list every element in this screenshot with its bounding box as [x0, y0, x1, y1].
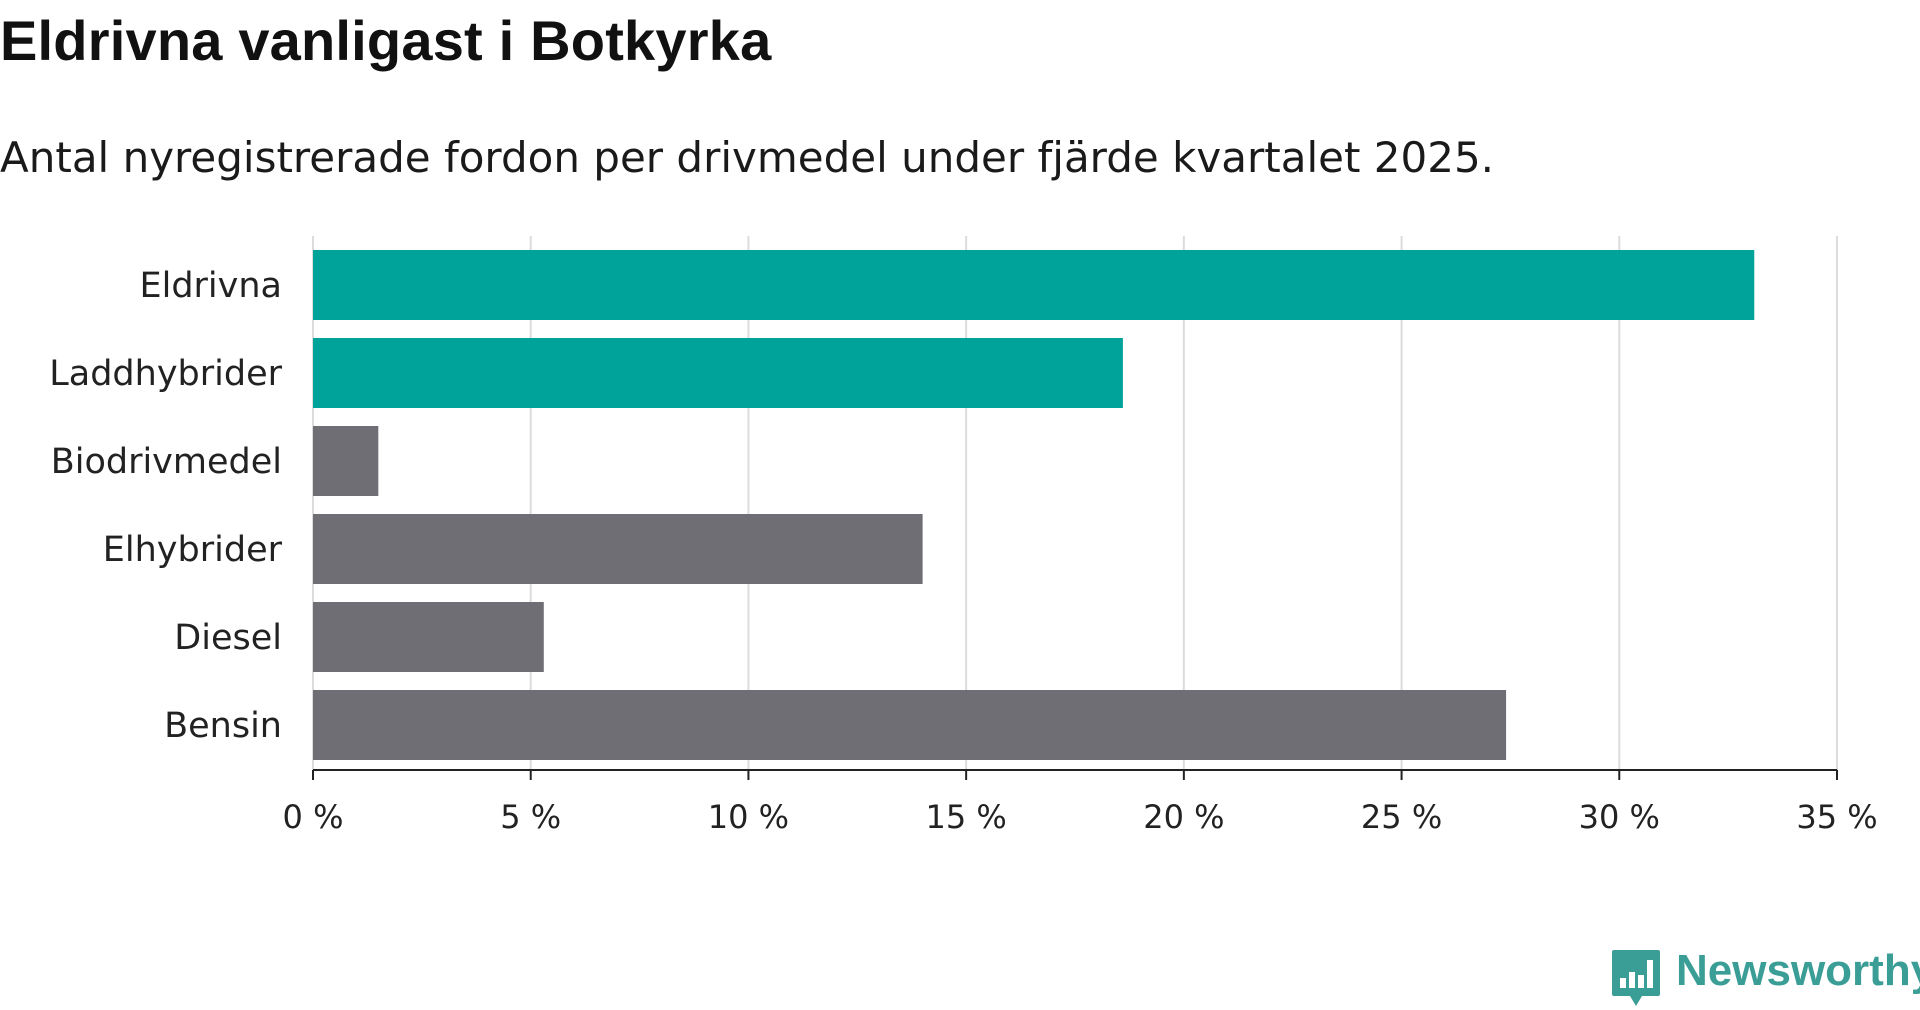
bar-bensin — [313, 690, 1507, 760]
x-tick-label: 15 % — [925, 798, 1006, 836]
bar-laddhybrider — [313, 338, 1123, 408]
category-label: Bensin — [164, 706, 282, 746]
category-label: Elhybrider — [103, 530, 283, 570]
x-tick-label: 35 % — [1796, 798, 1877, 836]
bar-biodrivmedel — [313, 426, 379, 496]
x-tick-label: 30 % — [1579, 798, 1660, 836]
x-tick-label: 10 % — [708, 798, 789, 836]
chart-subtitle: Antal nyregistrerade fordon per drivmede… — [0, 133, 1495, 182]
category-label: Eldrivna — [139, 266, 282, 306]
bar-elhybrider — [313, 514, 923, 584]
brand-name: Newsworthy — [1676, 946, 1920, 995]
bar-chart: Eldrivna Laddhybrider Biodrivmedel Elhybrid… — [49, 236, 1878, 836]
category-label: Biodrivmedel — [51, 442, 282, 482]
category-label: Laddhybrider — [49, 354, 282, 394]
x-axis: 0 % 5 % 10 % 15 % 20 % 25 % 30 % 35 % — [283, 769, 1878, 836]
chart-title: Eldrivna vanligast i Botkyrka — [0, 9, 772, 72]
bar-eldrivna — [313, 250, 1755, 320]
category-label: Diesel — [174, 618, 282, 658]
newsworthy-logo-icon — [1612, 950, 1660, 1006]
x-tick-label: 0 % — [283, 798, 344, 836]
x-tick-label: 5 % — [500, 798, 561, 836]
bar-diesel — [313, 602, 544, 672]
x-tick-label: 25 % — [1361, 798, 1442, 836]
grid-lines — [312, 236, 1838, 770]
bars — [313, 250, 1755, 760]
category-labels: Eldrivna Laddhybrider Biodrivmedel Elhybrid… — [49, 266, 282, 746]
x-tick-label: 20 % — [1143, 798, 1224, 836]
